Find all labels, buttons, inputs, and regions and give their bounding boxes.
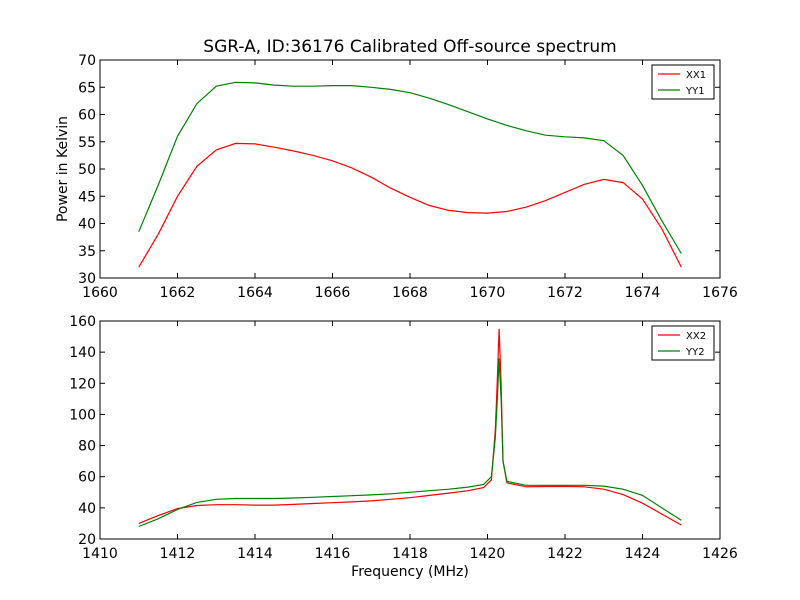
y-tick-label: 20 — [78, 532, 96, 548]
y-axis-label: Power in Kelvin — [55, 116, 71, 222]
y-tick-label: 80 — [78, 439, 96, 455]
x-tick-label: 1660 — [82, 285, 118, 301]
x-tick-label: 1424 — [625, 546, 661, 562]
y-tick-label: 55 — [78, 135, 96, 151]
x-axis-label: Frequency (MHz) — [351, 564, 469, 580]
y-tick-label: 60 — [78, 470, 96, 486]
y-tick-label: 70 — [78, 53, 96, 69]
chart-2: 1410 1412 1414 1416 1418 1420 1422 1424 1426 20 40… — [69, 314, 738, 580]
x-tick-label: 1420 — [470, 546, 506, 562]
y-tick-label: 120 — [69, 376, 96, 392]
y-tick-label: 140 — [69, 345, 96, 361]
y-tick-label: 60 — [78, 108, 96, 124]
legend-box — [651, 325, 715, 361]
y-tick-label: 40 — [78, 217, 96, 233]
x-tick-label: 1410 — [82, 546, 118, 562]
x-tick-label: 1412 — [160, 546, 196, 562]
legend-label-xx1: XX1 — [686, 70, 706, 81]
legend-label-yy1: YY1 — [685, 86, 705, 97]
plot-area — [138, 81, 682, 268]
x-tick-label: 1422 — [547, 546, 583, 562]
x-tick-label: 1668 — [392, 285, 428, 301]
chart-1: 1660 1662 1664 1666 1668 1670 1672 1674 1676 30 35… — [55, 37, 738, 301]
series-line-xx1 — [138, 142, 682, 268]
x-tick-label: 1670 — [470, 285, 506, 301]
y-tick-label: 65 — [78, 80, 96, 96]
x-tick-label: 1416 — [315, 546, 351, 562]
y-tick-label: 40 — [78, 501, 96, 517]
x-tick-label: 1674 — [625, 285, 661, 301]
plot-area — [138, 328, 682, 528]
legend-label-yy2: YY2 — [685, 347, 705, 358]
y-tick-label: 50 — [78, 162, 96, 178]
y-tick-label: 100 — [69, 407, 96, 423]
x-tick-label: 1426 — [702, 546, 738, 562]
y-tick-label: 45 — [78, 189, 96, 205]
x-tick-label: 1666 — [315, 285, 351, 301]
y-tick-label: 35 — [78, 244, 96, 260]
legend-box — [651, 64, 715, 100]
legend-label-xx2: XX2 — [686, 331, 706, 342]
x-tick-label: 1662 — [160, 285, 196, 301]
y-tick-label: 160 — [69, 314, 96, 330]
x-tick-label: 1676 — [702, 285, 738, 301]
x-tick-label: 1672 — [547, 285, 583, 301]
chart-title: SGR-A, ID:36176 Calibrated Off-source sp… — [203, 37, 616, 57]
series-line-xx2 — [138, 328, 682, 526]
y-tick-label: 30 — [78, 271, 96, 287]
x-tick-label: 1414 — [237, 546, 273, 562]
series-line-yy1 — [138, 81, 682, 254]
series-line-yy2 — [138, 358, 682, 528]
x-tick-label: 1418 — [392, 546, 428, 562]
x-tick-label: 1664 — [237, 285, 273, 301]
